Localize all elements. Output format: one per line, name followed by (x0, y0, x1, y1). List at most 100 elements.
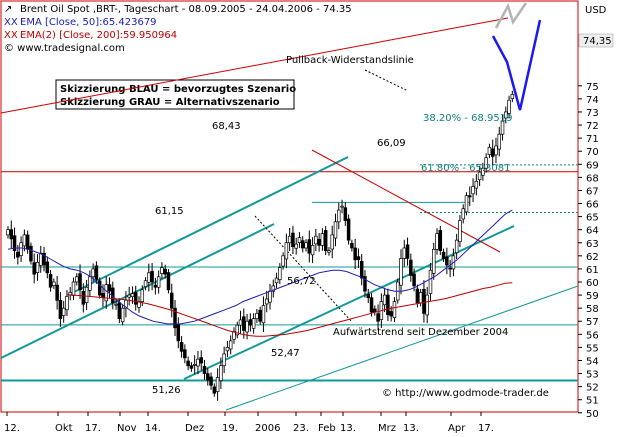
level-label-5672: 56,72 (287, 276, 316, 287)
price-candle (147, 272, 151, 283)
price-candle (94, 265, 99, 280)
price-candle (170, 292, 174, 309)
price-candle (97, 280, 102, 296)
price-candle (412, 273, 416, 287)
lower-channel-line (0, 223, 275, 359)
legend-ema50: EMA [Close, 50]:65.423679 (20, 17, 157, 28)
legend-ema200: EMA(2) [Close, 200]:59.950964 (20, 30, 177, 41)
price-candle (287, 235, 292, 244)
y-tick-label: 72 (586, 121, 599, 132)
price-candle (81, 291, 86, 305)
price-candle (343, 207, 348, 221)
x-tick-label: Nov (117, 423, 137, 434)
price-candle (504, 111, 508, 119)
y-tick-label: 58 (586, 304, 599, 315)
scenario-grey-path (494, 2, 528, 29)
price-candle (29, 245, 33, 262)
level-label-6115: 61,15 (155, 206, 184, 217)
price-candle (45, 261, 50, 274)
x-tick-label: 14. (145, 423, 161, 434)
outer-trend-line (225, 285, 579, 411)
pullback-pointer (364, 69, 407, 91)
y-tick-label: 53 (586, 370, 599, 381)
price-candle (61, 307, 66, 316)
downtrend-line (311, 149, 501, 253)
x-tick-label: Mrz (378, 423, 396, 434)
price-candle (301, 240, 305, 249)
price-candle (107, 284, 112, 292)
price-candle (114, 303, 118, 306)
price-candle (376, 313, 380, 322)
price-candle (261, 305, 266, 324)
price-candle (471, 186, 475, 195)
price-candle (199, 357, 203, 364)
y-axis-unit: USD (585, 5, 607, 16)
y-tick-label: 64 (586, 226, 599, 237)
price-candle (346, 218, 351, 241)
price-candle (48, 274, 53, 288)
price-candle (228, 340, 233, 350)
price-candle (425, 294, 429, 316)
price-candle (225, 347, 230, 352)
y-tick-label: 71 (586, 134, 599, 145)
lines-layer (0, 17, 579, 411)
x-tick-label: 2006 (255, 423, 280, 434)
fib618-label: 61.80% - 65.3081 (421, 163, 510, 174)
last-price-badge: 74,35 (578, 33, 614, 48)
price-candle (497, 133, 502, 150)
level-label-5126: 51,26 (152, 385, 181, 396)
x-tick-label: 13. (340, 423, 356, 434)
scenario-box-line1: Skizzierung BLAU = bevorzugtes Szenario (60, 84, 296, 95)
price-candle (399, 258, 403, 286)
x-tick-label: 17. (85, 423, 101, 434)
legend-price: Brent Oil Spot ,BRT-, Tageschart - 08.09… (20, 4, 352, 15)
price-candle (320, 233, 325, 246)
price-candle (415, 288, 420, 304)
price-candle (52, 281, 56, 287)
price-candle (143, 280, 148, 288)
price-candle (251, 318, 256, 329)
price-candle (32, 262, 36, 275)
price-candle (25, 234, 30, 250)
price-candle (294, 243, 298, 249)
price-candle (278, 267, 282, 280)
y-tick-label: 50 (586, 409, 599, 420)
uptrend-label: Aufwärtstrend seit Dezember 2004 (333, 327, 508, 338)
upper-channel-line (67, 156, 349, 296)
price-candle (140, 289, 145, 302)
price-candle (124, 299, 128, 309)
price-candle (291, 232, 295, 248)
pullback-resistance-line (0, 17, 509, 114)
scenario-box: Skizzierung BLAU = bevorzugtes Szenario … (55, 79, 296, 110)
price-candle (42, 252, 46, 266)
price-candle (353, 247, 357, 261)
y-tick-label: 75 (586, 82, 599, 93)
price-candle (409, 259, 413, 276)
y-tick-label: 55 (586, 343, 599, 354)
price-candle (166, 272, 171, 291)
y-tick-label: 54 (586, 356, 599, 367)
price-candle (68, 292, 72, 296)
level-label-6609: 66,09 (377, 138, 406, 149)
price-candle (337, 209, 341, 223)
price-candle (274, 277, 279, 284)
price-candle (323, 230, 328, 251)
price-candle (418, 292, 423, 304)
price-candle (366, 293, 371, 299)
price-candle (58, 299, 63, 319)
price-candle (314, 235, 318, 245)
y-tick-label: 62 (586, 252, 599, 263)
price-candle (402, 247, 407, 259)
ema-layer (7, 209, 513, 337)
price-candle (235, 324, 240, 336)
x-tick-label: 13. (403, 423, 419, 434)
price-candle (104, 284, 108, 302)
price-candle (310, 245, 315, 256)
price-candle (117, 302, 122, 319)
price-candle (209, 376, 213, 386)
price-candle (438, 230, 443, 251)
candles-layer (6, 90, 515, 401)
price-candle (127, 294, 131, 298)
price-candle (75, 276, 79, 283)
price-candle (16, 251, 20, 258)
